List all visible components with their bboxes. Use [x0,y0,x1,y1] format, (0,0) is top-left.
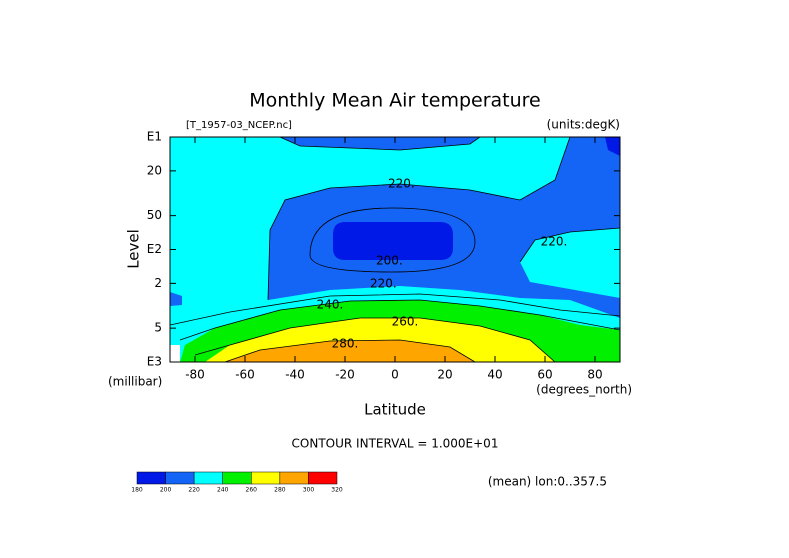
contour-band [170,292,182,306]
contour-label: 280. [332,337,359,351]
contour-label: 260. [392,315,419,329]
contour-label: 220. [370,277,397,291]
y-axis-label: Level [125,229,143,269]
contour-line [224,339,476,362]
footnote: (mean) lon:0..357.5 [488,475,607,489]
chart-title: Monthly Mean Air temperature [249,90,540,112]
contour-line [194,317,556,362]
colorbar-swatch [193,471,223,485]
colorbar-label: 320 [331,487,343,494]
x-axis-label: Latitude [364,401,426,419]
colorbar-swatch [251,471,281,485]
colorbar-swatch [136,471,166,485]
contour-line [309,207,476,273]
contour-line [179,299,620,341]
contour-band [333,222,453,260]
contour-band [280,137,480,150]
contour-band [225,340,475,362]
colorbar-label: 280 [274,487,286,494]
contour-label: 220. [388,177,415,191]
y-tick-label: 2 [154,276,162,290]
subtitle: [T_1957-03_NCEP.nc] [186,120,292,131]
contour-label: 240. [317,298,344,312]
x-tick-label: -80 [185,368,205,382]
x-tick-label: -60 [235,368,255,382]
colorbar-swatch [308,471,338,485]
colorbar-swatch [279,471,309,485]
x-units: (degrees_north) [536,383,632,397]
x-tick-label: 80 [587,368,602,382]
colorbar-label: 240 [217,487,229,494]
y-units: (millibar) [108,375,162,389]
colorbar-label: 300 [303,487,315,494]
x-tick-label: 20 [437,368,452,382]
contour-label: 220. [541,235,568,249]
y-tick-label: E2 [147,242,162,256]
colorbar-label: 220 [188,487,200,494]
units: (units:degK) [547,118,620,132]
missing-data [170,345,180,362]
y-tick-label: 20 [147,163,162,177]
contour-line [519,227,620,263]
contour-band [605,137,620,156]
contour-label: 200. [376,254,403,268]
contour-line [279,137,481,151]
x-tick-label: -20 [335,368,355,382]
colorbar-label: 200 [160,487,172,494]
x-tick-label: -40 [285,368,305,382]
contour-line [267,137,571,301]
contour-field [170,137,620,362]
colorbar-label: 260 [246,487,258,494]
y-tick-label: E3 [147,355,162,369]
contour-interval: CONTOUR INTERVAL = 1.000E+01 [292,437,499,451]
y-tick-label: 5 [154,321,162,335]
colorbar-label: 180 [131,487,143,494]
contour-line [170,293,620,326]
y-tick-label: 50 [147,208,162,222]
x-tick-label: 0 [391,368,399,382]
contour-band [520,228,620,298]
x-tick-label: 60 [537,368,552,382]
x-tick-label: 40 [487,368,502,382]
y-tick-label: E1 [147,130,162,144]
colorbar-swatch [165,471,195,485]
colorbar-swatch [222,471,252,485]
